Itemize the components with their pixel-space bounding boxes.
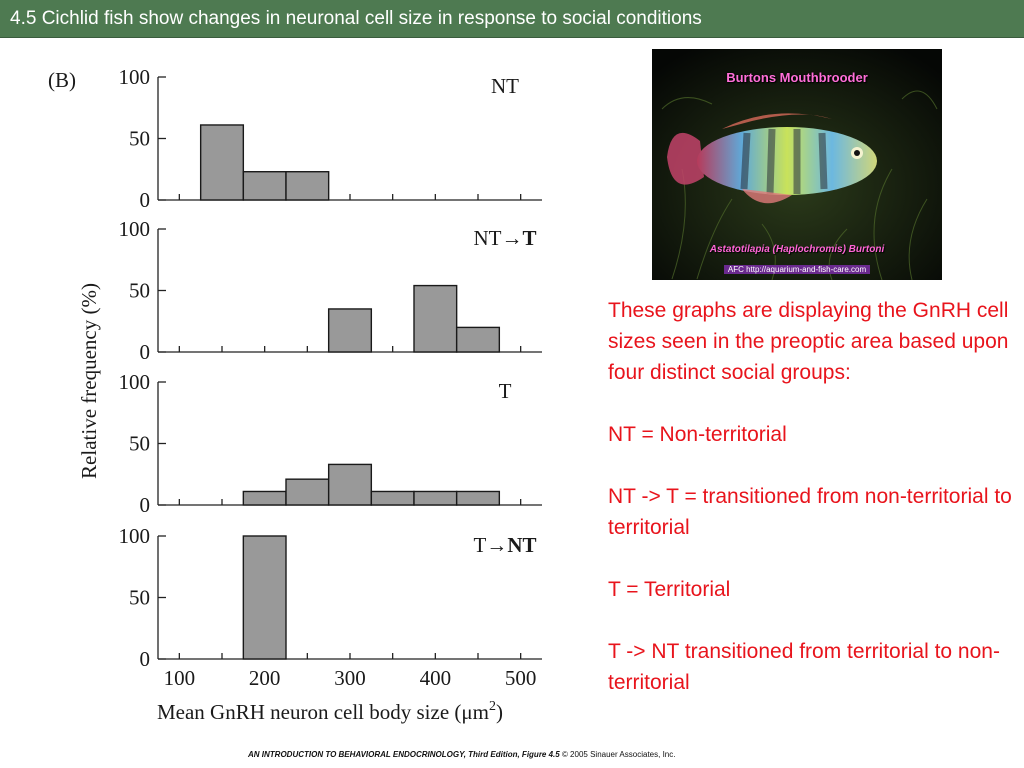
panel-label: T→NT [473,533,536,557]
histogram-bar [242,171,287,201]
histogram-panel: 0 50 100 T [119,370,542,517]
panel-label: T [499,379,512,403]
histogram-figure: (B) Relative frequency (%) Mean GnRH neu… [48,65,542,724]
fish-illustration [652,49,942,280]
histogram-panel: 0 50 100 NT [119,65,542,212]
panel-label: NT→T [473,226,536,250]
histogram-bar [242,490,287,506]
panel-label-main: T→ [473,533,507,557]
description-nt: NT = Non-territorial [608,423,787,446]
y-tick-label: 100 [119,217,151,241]
histogram-bar [413,490,458,506]
panel-label-main: NT [491,74,519,98]
histogram-panel: 0 50 100 T→NT [119,524,542,671]
histogram-bar [413,284,458,353]
figure-credit-source: AN INTRODUCTION TO BEHAVIORAL ENDOCRINOL… [248,750,560,759]
panel-label: NT [491,74,519,98]
x-axis-label-sup: 2 [489,699,496,714]
panel-label-main: NT→ [473,226,522,250]
x-tick-label: 400 [420,666,452,690]
photo-credit: AFC http://aquarium-and-fish-care.com [652,265,942,274]
histogram-bar [242,535,287,660]
figure-credit-copyright: © 2005 Sinauer Associates, Inc. [559,750,676,759]
histogram-bar [199,124,245,201]
slide-title: 4.5 Cichlid fish show changes in neurona… [10,8,702,29]
y-tick-label: 50 [129,279,150,303]
description-t: T = Territorial [608,578,731,601]
photo-title: Burtons Mouthbrooder [726,70,868,85]
x-tick-label: 500 [505,666,537,690]
panel-label-bold: NT [507,533,536,557]
y-tick-label: 0 [140,493,151,517]
y-axis-label: Relative frequency (%) [77,283,101,479]
y-tick-label: 50 [129,586,150,610]
x-tick-label: 300 [334,666,366,690]
y-tick-label: 100 [119,65,151,89]
y-tick-label: 0 [140,647,151,671]
photo-species: Astatotilapia (Haplochromis) Burtoni [709,244,885,255]
y-tick-label: 50 [129,432,150,456]
x-tick-label: 200 [249,666,281,690]
y-tick-label: 100 [119,524,151,548]
histogram-bar [455,326,501,353]
x-axis-label-close: ) [496,700,503,724]
y-tick-label: 0 [140,340,151,364]
histogram-bar [285,478,330,506]
figure-credit: AN INTRODUCTION TO BEHAVIORAL ENDOCRINOL… [248,750,675,759]
x-axis-label: Mean GnRH neuron cell body size (μm2) [157,699,503,724]
histogram-bar [327,308,373,353]
description-t-to-nt: T -> NT transitioned from territorial to… [608,640,1000,694]
histogram-bar [327,463,373,506]
panel-label-main: T [499,379,512,403]
title-bar: 4.5 Cichlid fish show changes in neurona… [0,0,1024,38]
histogram-panel: 0 50 100 NT→T [119,217,542,364]
y-tick-label: 100 [119,370,151,394]
panel-tag: (B) [48,68,76,92]
fish-photo: Burtons Mouthbrooder Astatotilapia (Hapl… [652,49,942,280]
histogram-bar [285,171,330,201]
description-text: These graphs are displaying the GnRH cel… [608,295,1013,698]
description-intro: These graphs are displaying the GnRH cel… [608,299,1009,384]
y-tick-label: 50 [129,127,150,151]
panel-label-bold: T [522,226,536,250]
x-tick-label: 100 [164,666,196,690]
histogram-bar [370,490,415,506]
photo-credit-text: AFC http://aquarium-and-fish-care.com [723,265,871,274]
y-tick-label: 0 [140,188,151,212]
x-axis-label-main: Mean GnRH neuron cell body size (μm [157,700,489,724]
description-nt-to-t: NT -> T = transitioned from non-territor… [608,485,1012,539]
histogram-bar [455,490,501,506]
